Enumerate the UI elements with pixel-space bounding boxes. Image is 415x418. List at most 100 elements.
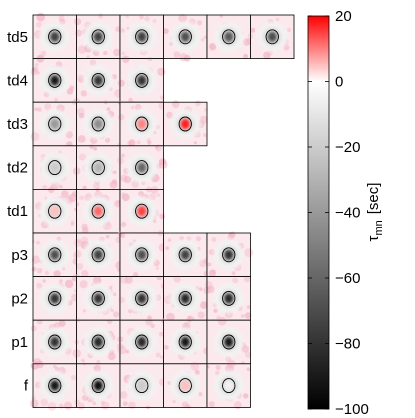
noise-blob <box>232 277 239 284</box>
panel-f-1 <box>30 360 77 411</box>
contour-line <box>48 116 62 132</box>
core-mark <box>50 380 60 391</box>
noise-blob <box>79 280 88 289</box>
noise-blob <box>68 193 77 203</box>
noise-blob <box>100 400 105 405</box>
noise-blob <box>243 275 251 283</box>
noise-blob <box>86 55 90 59</box>
noise-blob <box>40 50 47 57</box>
noise-blob <box>193 141 197 145</box>
panel-p2-3 <box>118 275 167 321</box>
noise-blob <box>120 232 126 239</box>
panel-p1-1 <box>30 318 77 367</box>
core-mark <box>93 162 103 173</box>
noise-blob <box>110 308 114 313</box>
core-mark <box>137 336 147 348</box>
noise-blob <box>147 140 152 145</box>
noise-blob <box>113 48 121 57</box>
panel-td5-3 <box>119 14 164 59</box>
noise-blob <box>112 170 117 175</box>
panel-td5-1 <box>32 12 77 61</box>
noise-blob <box>78 112 85 119</box>
core-mark <box>137 293 147 304</box>
noise-blob <box>195 100 201 107</box>
noise-blob <box>105 234 110 239</box>
noise-blob <box>77 135 86 143</box>
noise-blob <box>121 221 127 227</box>
core-mark <box>180 380 190 391</box>
noise-blob <box>148 57 153 62</box>
noise-blob <box>128 309 133 314</box>
contour-line <box>48 290 62 306</box>
contour-line <box>178 290 192 306</box>
noise-blob <box>208 249 216 256</box>
panel-frame <box>206 363 251 408</box>
noise-blob <box>115 26 121 32</box>
colorbar-tick-label: 0 <box>335 74 343 91</box>
row-label-p1: p1 <box>11 334 28 351</box>
noise-blob <box>124 275 133 284</box>
noise-blob <box>30 325 37 332</box>
noise-blob <box>63 401 72 410</box>
noise-blob <box>73 250 82 258</box>
noise-blob <box>81 227 89 234</box>
noise-blob <box>77 402 85 410</box>
noise-blob <box>139 14 144 20</box>
noise-blob <box>82 309 87 313</box>
contour-line <box>48 29 62 45</box>
noise-blob <box>80 90 88 97</box>
panel-td3-1 <box>30 99 77 149</box>
noise-blob <box>187 404 191 409</box>
noise-blob <box>81 358 85 363</box>
core-mark <box>50 31 60 42</box>
row-label-p3: p3 <box>11 247 28 264</box>
core-mark <box>93 380 103 391</box>
noise-blob <box>31 266 37 272</box>
noise-blob <box>246 305 251 310</box>
noise-blob <box>157 67 166 76</box>
noise-blob <box>204 281 213 289</box>
noise-blob <box>172 399 176 404</box>
core-mark <box>180 336 190 348</box>
noise-blob <box>163 295 173 305</box>
noise-blob <box>152 19 157 23</box>
noise-blob <box>148 193 156 201</box>
colorbar-ticks: 20 0 −20 −40 −60 −80 −100 <box>308 8 369 418</box>
noise-blob <box>208 401 215 408</box>
colorbar-tick-label: −20 <box>335 139 360 156</box>
noise-blob <box>250 27 256 33</box>
contour-line <box>222 378 236 394</box>
noise-blob <box>36 282 43 289</box>
panel-p1-2 <box>72 318 121 365</box>
noise-blob <box>231 271 236 276</box>
panel-td2-1 <box>32 145 77 193</box>
noise-blob <box>243 393 249 399</box>
core-mark <box>50 162 60 173</box>
noise-blob <box>209 43 217 50</box>
noise-blob <box>213 308 218 313</box>
noise-blob <box>36 360 44 369</box>
noise-blob <box>197 20 203 26</box>
noise-blob <box>37 107 42 112</box>
noise-blob <box>32 66 39 73</box>
core-mark <box>137 75 147 86</box>
noise-blob <box>118 296 125 304</box>
panel-p3-4 <box>163 232 210 277</box>
noise-blob <box>52 364 57 369</box>
row-label-td1: td1 <box>7 203 28 220</box>
panel-p2-4 <box>163 275 208 324</box>
noise-blob <box>44 103 52 111</box>
contour-line <box>48 203 62 219</box>
noise-blob <box>95 187 100 192</box>
noise-blob <box>47 402 57 411</box>
noise-blob <box>199 287 203 292</box>
noise-blob <box>61 190 69 198</box>
core-mark <box>224 293 234 304</box>
noise-blob <box>75 202 80 207</box>
contour-line <box>91 72 105 88</box>
noise-blob <box>56 236 62 242</box>
noise-blob <box>155 145 159 149</box>
core-mark <box>224 380 234 391</box>
noise-blob <box>165 246 170 251</box>
noise-blob <box>61 266 66 271</box>
